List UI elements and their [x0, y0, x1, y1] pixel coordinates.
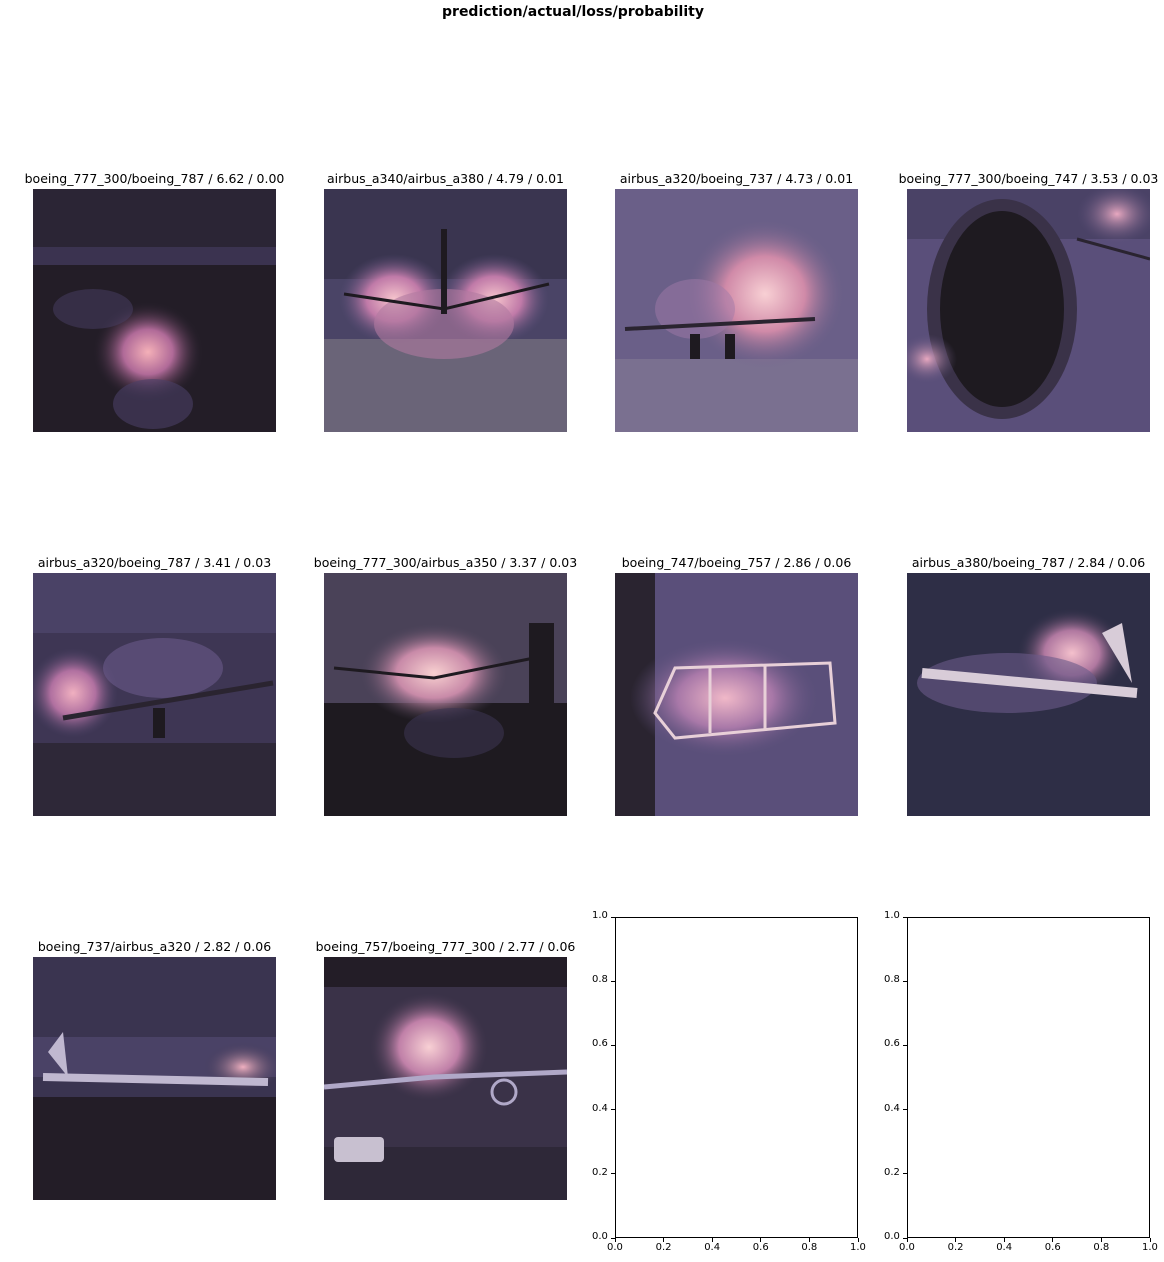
x-tick-label: 0.8 [801, 1242, 818, 1253]
y-tick-mark [903, 916, 907, 918]
x-tick-mark [614, 1238, 616, 1242]
y-tick-label: 0.8 [592, 974, 608, 986]
x-tick-label: 0.8 [1093, 1242, 1110, 1253]
x-tick-mark [857, 1238, 859, 1242]
panel-4: boeing_777_300/boeing_747 / 3.53 / 0.03 [899, 171, 1158, 432]
heatmap-image [33, 573, 276, 816]
y-tick-mark [903, 980, 907, 982]
x-tick-mark [906, 1238, 908, 1242]
y-tick-mark [611, 1173, 615, 1175]
y-tick-mark [903, 1109, 907, 1111]
x-tick-mark [1003, 1238, 1005, 1242]
x-tick-mark [1052, 1238, 1054, 1242]
panel-1: boeing_777_300/boeing_787 / 6.62 / 0.00 [25, 171, 284, 432]
panel-title: airbus_a380/boeing_787 / 2.84 / 0.06 [911, 555, 1146, 570]
y-tick-mark [611, 1237, 615, 1239]
x-tick-mark [808, 1238, 810, 1242]
x-tick-mark [1100, 1238, 1102, 1242]
heatmap-image [907, 573, 1150, 816]
heatmap-image [615, 189, 858, 432]
x-tick-label: 1.0 [850, 1242, 866, 1253]
x-tick-label: 0.6 [752, 1242, 769, 1253]
panel-title: boeing_777_300/airbus_a350 / 3.37 / 0.03 [313, 555, 578, 570]
y-tick-label: 0.4 [592, 1102, 608, 1114]
x-tick-mark [760, 1238, 762, 1242]
y-tick-label: 0.8 [884, 974, 900, 986]
figure-title: prediction/actual/loss/probability [442, 4, 704, 20]
y-tick-mark [903, 1173, 907, 1175]
x-tick-label: 0.6 [1044, 1242, 1061, 1253]
x-tick-label: 0.0 [899, 1242, 915, 1253]
panel-9: boeing_737/airbus_a320 / 2.82 / 0.06 [33, 939, 276, 1200]
panel-title: boeing_747/boeing_757 / 2.86 / 0.06 [621, 555, 852, 570]
y-tick-mark [611, 980, 615, 982]
x-tick-label: 0.4 [704, 1242, 721, 1253]
y-tick-mark [611, 1109, 615, 1111]
panel-title: boeing_777_300/boeing_787 / 6.62 / 0.00 [24, 171, 285, 186]
y-tick-label: 1.0 [884, 910, 900, 921]
y-tick-label: 0.6 [884, 1038, 900, 1050]
panel-title: airbus_a320/boeing_737 / 4.73 / 0.01 [619, 171, 854, 186]
x-tick-label: 0.0 [607, 1242, 623, 1253]
panel-8: airbus_a380/boeing_787 / 2.84 / 0.06 [907, 555, 1150, 816]
panel-title: boeing_777_300/boeing_747 / 3.53 / 0.03 [898, 171, 1159, 186]
panel-10: boeing_757/boeing_777_300 / 2.77 / 0.06 [316, 939, 575, 1200]
panel-6: boeing_777_300/airbus_a350 / 3.37 / 0.03 [314, 555, 577, 816]
heatmap-image [907, 189, 1150, 432]
heatmap-image [33, 189, 276, 432]
y-tick-label: 1.0 [592, 910, 608, 921]
panel-5: airbus_a320/boeing_787 / 3.41 / 0.03 [33, 555, 276, 816]
y-tick-label: 0.6 [592, 1038, 608, 1050]
x-tick-mark [955, 1238, 957, 1242]
y-tick-label: 0.4 [884, 1102, 900, 1114]
panel-7: boeing_747/boeing_757 / 2.86 / 0.06 [615, 555, 858, 816]
heatmap-image [33, 957, 276, 1200]
y-tick-mark [903, 1044, 907, 1046]
y-tick-label: 0.2 [592, 1166, 608, 1178]
y-tick-mark [611, 1044, 615, 1046]
x-tick-label: 0.4 [996, 1242, 1013, 1253]
heatmap-image [615, 573, 858, 816]
x-tick-mark [1149, 1238, 1151, 1242]
y-tick-mark [611, 916, 615, 918]
x-tick-mark [711, 1238, 713, 1242]
y-tick-label: 0.0 [884, 1231, 900, 1242]
heatmap-image [324, 573, 567, 816]
x-tick-label: 0.2 [655, 1242, 672, 1253]
panel-title: boeing_757/boeing_777_300 / 2.77 / 0.06 [315, 939, 576, 954]
y-tick-mark [903, 1237, 907, 1239]
heatmap-image [324, 189, 567, 432]
panel-title: airbus_a340/airbus_a380 / 4.79 / 0.01 [326, 171, 564, 186]
panel-title: airbus_a320/boeing_787 / 3.41 / 0.03 [37, 555, 272, 570]
y-tick-label: 0.2 [884, 1166, 900, 1178]
x-tick-label: 0.2 [947, 1242, 964, 1253]
panel-3: airbus_a320/boeing_737 / 4.73 / 0.01 [615, 171, 858, 432]
x-tick-label: 1.0 [1142, 1242, 1158, 1253]
heatmap-image [324, 957, 567, 1200]
panel-title: boeing_737/airbus_a320 / 2.82 / 0.06 [37, 939, 272, 954]
y-tick-label: 0.0 [592, 1231, 608, 1242]
empty-axes-2 [907, 917, 1150, 1238]
x-tick-mark [663, 1238, 665, 1242]
empty-axes-1 [615, 917, 858, 1238]
panel-2: airbus_a340/airbus_a380 / 4.79 / 0.01 [324, 171, 567, 432]
